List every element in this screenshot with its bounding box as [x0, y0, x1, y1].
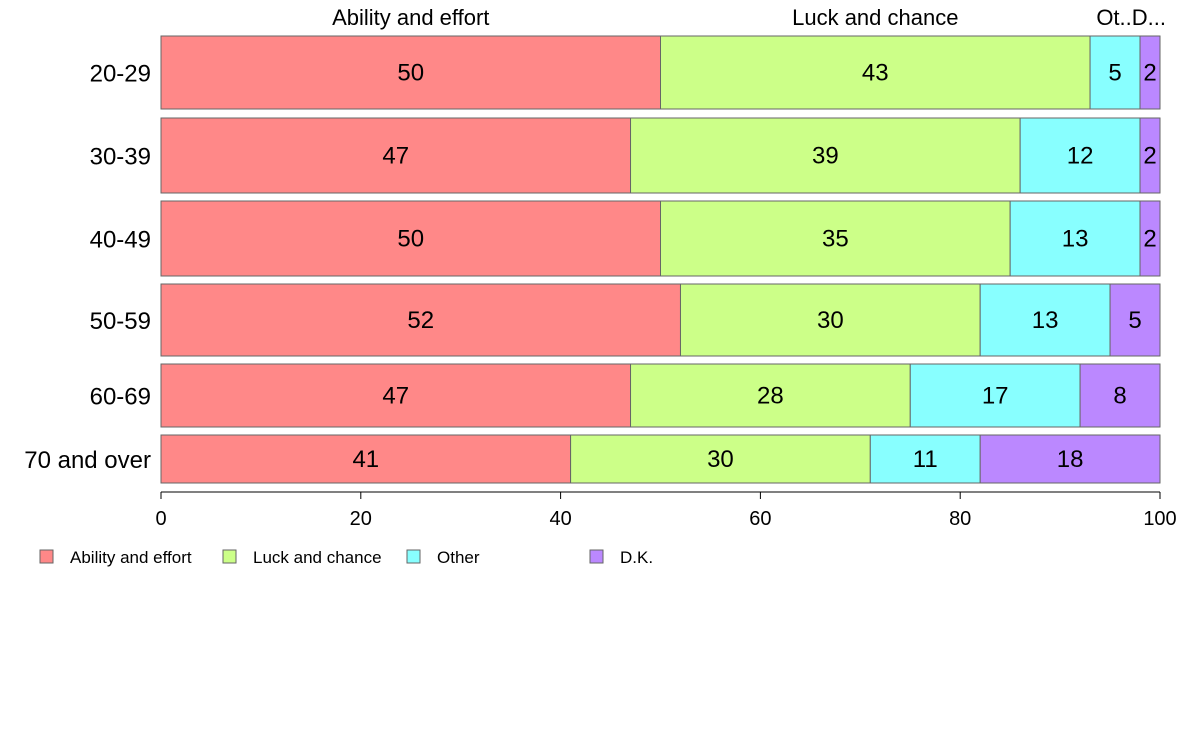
legend-label: Ability and effort	[70, 548, 192, 567]
data-label: 5	[1108, 60, 1121, 87]
legend-item: Other	[406, 548, 480, 567]
x-tick-label: 20	[350, 508, 372, 530]
data-label: 39	[812, 143, 839, 170]
data-label: 8	[1113, 383, 1126, 410]
x-tick-label: 60	[749, 508, 771, 530]
bar-segment	[660, 200, 1011, 277]
legend-label: Other	[437, 548, 480, 567]
data-label: 17	[982, 383, 1009, 410]
data-label: 18	[1057, 446, 1084, 473]
bar-segment	[570, 434, 871, 484]
data-label: 13	[1032, 307, 1059, 334]
bar-segment	[1019, 117, 1141, 194]
legend-item: Ability and effort	[39, 548, 192, 567]
category-label: 60-69	[90, 384, 151, 411]
category-label: 30-39	[90, 144, 151, 171]
top-label: Luck and chance	[792, 5, 958, 30]
legend-label: D.K.	[620, 548, 653, 567]
bar-segment	[1139, 35, 1161, 110]
data-label: 50	[397, 226, 424, 253]
bar-segment	[1139, 200, 1161, 277]
bars: 50 43 5 247 39 12 250 35 13 252 30 13 547 28 17 841 30 11…	[160, 35, 1161, 484]
data-label: 28	[757, 383, 784, 410]
x-tick-label: 100	[1143, 508, 1176, 530]
data-label: 47	[382, 143, 409, 170]
bar-segment	[1139, 117, 1161, 194]
top-label: Ability and effort	[332, 5, 489, 30]
data-label: 13	[1062, 226, 1089, 253]
data-label: 5	[1128, 307, 1141, 334]
data-label: 35	[822, 226, 849, 253]
bar-segment	[1009, 200, 1141, 277]
data-label: 2	[1143, 143, 1156, 170]
top-label: Ot..D...	[1096, 5, 1166, 30]
bar-segment	[160, 283, 681, 357]
data-label: 41	[352, 446, 379, 473]
data-label: 11	[913, 446, 938, 473]
data-label: 2	[1143, 60, 1156, 87]
bar-segment	[679, 283, 981, 357]
category-label: 20-29	[90, 61, 151, 88]
data-label: 2	[1143, 226, 1156, 253]
category-label: 70 and over	[24, 447, 151, 474]
bar-segment	[909, 363, 1081, 428]
top-labels: Ability and effort Luck and chance Ot..D..…	[332, 5, 1166, 30]
bar-segment	[1109, 283, 1161, 357]
bar-segment	[1089, 35, 1141, 110]
bar-segment	[160, 363, 632, 428]
data-label: 30	[817, 307, 844, 334]
legend-item: Luck and chance	[222, 548, 382, 567]
legend-swatch	[406, 549, 421, 564]
category-label: 40-49	[90, 227, 151, 254]
data-label: 12	[1067, 143, 1094, 170]
x-axis: 0 20 40 60 80 100	[155, 491, 1177, 530]
legend-swatch	[39, 549, 54, 564]
bar-segment	[630, 363, 911, 428]
data-label: 30	[707, 446, 734, 473]
data-label: 47	[382, 383, 409, 410]
data-label: 52	[407, 307, 434, 334]
legend-swatch	[222, 549, 237, 564]
category-labels: 20-29 30-39 40-49 50-59 60-69 70 and over	[24, 61, 151, 475]
bar-segment	[630, 117, 1021, 194]
bar-segment	[979, 434, 1161, 484]
category-label: 50-59	[90, 308, 151, 335]
bar-segment	[1079, 363, 1161, 428]
bar-segment	[660, 35, 1091, 110]
x-tick-label: 40	[549, 508, 571, 530]
legend: Ability and effort Luck and chance Other D.…	[39, 548, 653, 567]
legend-label: Luck and chance	[253, 548, 382, 567]
data-label: 43	[862, 60, 889, 87]
bar-segment	[160, 200, 661, 277]
bar-segment	[160, 117, 632, 194]
legend-swatch	[589, 549, 604, 564]
data-label: 50	[397, 60, 424, 87]
bar-segment	[160, 35, 661, 110]
bar-segment	[160, 434, 572, 484]
x-tick-label: 80	[949, 508, 971, 530]
x-tick-label: 0	[155, 508, 166, 530]
legend-item: D.K.	[589, 548, 653, 567]
